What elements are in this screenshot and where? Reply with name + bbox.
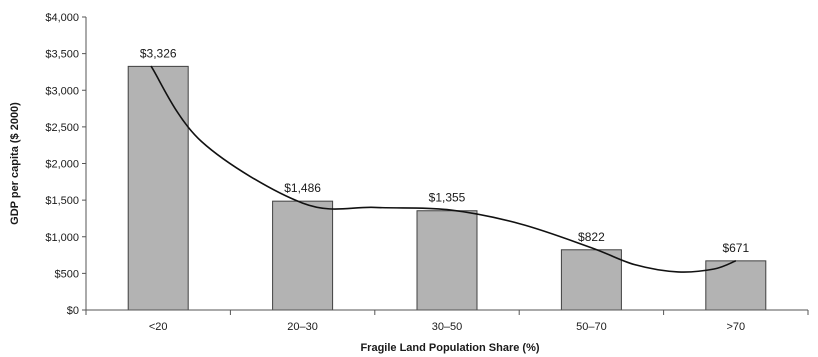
bar — [272, 200, 334, 311]
y-tick-label: $4,000 — [45, 12, 79, 24]
y-tick-label: $1,500 — [45, 195, 79, 207]
x-axis-ticks: <20 20–30 30–50 50–70 >70 — [85, 310, 809, 333]
bar — [416, 210, 478, 311]
y-tick-label: $2,500 — [45, 122, 79, 134]
y-axis-title: GDP per capita ($ 2000) — [9, 102, 21, 225]
data-labels: $3,326 $1,486 $1,355 $822 $671 — [140, 46, 750, 254]
y-tick-label: $3,500 — [45, 49, 79, 61]
bar — [127, 65, 189, 311]
x-axis-title: Fragile Land Population Share (%) — [360, 342, 539, 354]
x-tick-label: 30–50 — [432, 321, 463, 333]
data-label: $671 — [722, 241, 749, 255]
bars — [127, 65, 767, 311]
y-axis-ticks: $0 $500 $1,000 $1,500 $2,000 $2,500 $3,000 $3,5… — [45, 12, 86, 317]
y-tick-label: $1,000 — [45, 232, 79, 244]
y-tick-label: $3,000 — [45, 85, 79, 97]
trend-line — [150, 65, 737, 273]
x-tick-label: 20–30 — [287, 321, 318, 333]
data-label: $1,355 — [429, 191, 466, 205]
y-tick-label: $500 — [55, 268, 79, 280]
x-tick-label: <20 — [149, 321, 168, 333]
data-label: $822 — [578, 230, 605, 244]
y-tick-label: $0 — [67, 305, 79, 317]
data-label: $3,326 — [140, 46, 177, 60]
bar — [560, 249, 622, 311]
x-tick-label: >70 — [726, 321, 745, 333]
data-label: $1,486 — [284, 181, 321, 195]
x-tick-label: 50–70 — [576, 321, 607, 333]
y-tick-label: $2,000 — [45, 159, 79, 171]
